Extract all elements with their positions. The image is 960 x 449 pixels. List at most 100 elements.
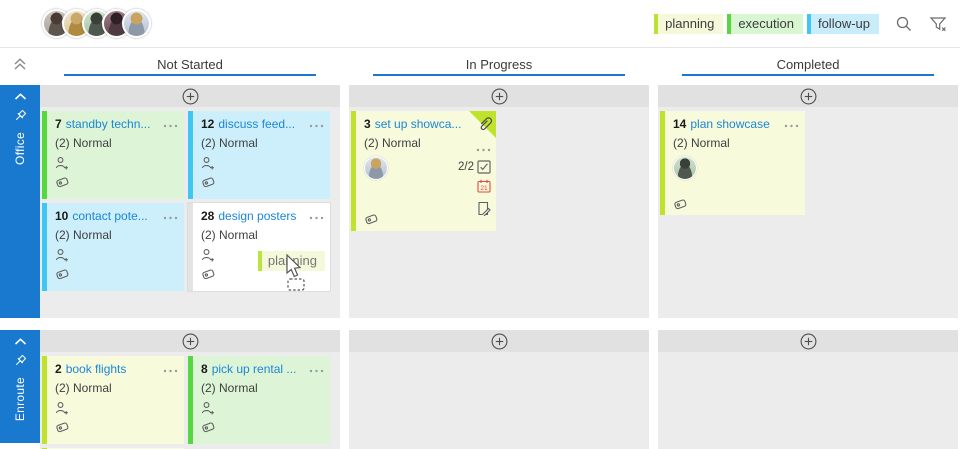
note-icon[interactable] (477, 201, 491, 219)
assign-user-icon[interactable] (201, 248, 324, 262)
card-meta: (2) Normal (201, 381, 258, 395)
card-title-link[interactable]: book flights (65, 362, 127, 376)
checkbox-checked-icon (477, 160, 491, 174)
filter-tag-planning[interactable]: planning (654, 13, 724, 34)
ellipsis-menu-icon[interactable] (476, 141, 491, 155)
add-card-bar[interactable] (658, 85, 958, 107)
double-chevron-up-icon (14, 58, 26, 70)
calendar-icon[interactable]: 21 (477, 179, 491, 196)
clear-filter-icon[interactable] (929, 15, 948, 33)
card-title-link[interactable]: design posters (218, 209, 297, 223)
swimlane-office-rail[interactable]: Office (0, 85, 40, 318)
user-avatar-5[interactable] (122, 9, 151, 38)
card-plan[interactable]: 14 plan showcase (2) Normal (660, 111, 805, 215)
card-id: 7 (55, 117, 62, 131)
office-in-progress-column: 3 set up showca... (2) Normal 2/2 (349, 85, 649, 318)
swimlane-enroute-rail[interactable]: Enroute (0, 330, 40, 443)
card-meta: (2) Normal (55, 228, 112, 242)
card-setup[interactable]: 3 set up showca... (2) Normal 2/2 (351, 111, 496, 231)
add-icon (491, 88, 507, 104)
card-meta: (2) Normal (201, 228, 258, 242)
enroute-in-progress-column (349, 330, 649, 449)
card-title-link[interactable]: set up showca... (374, 117, 462, 131)
assignee-avatar (364, 156, 388, 180)
tag-icon[interactable] (201, 421, 324, 433)
tag-icon[interactable] (55, 268, 178, 280)
tag-icon[interactable] (364, 213, 379, 225)
card-title-link[interactable]: standby techn... (65, 117, 151, 131)
add-icon (491, 333, 507, 349)
chevron-up-icon (14, 338, 26, 345)
ellipsis-menu-icon[interactable] (159, 362, 178, 376)
card-list: 7 standby techn... (2) Normal (40, 107, 340, 318)
collapse-all-control[interactable] (0, 48, 40, 85)
assignee-avatar (673, 156, 697, 180)
chevron-up-icon (14, 93, 26, 100)
enroute-completed-column (658, 330, 958, 449)
add-card-bar[interactable] (40, 85, 340, 107)
card-title-link[interactable]: discuss feed... (218, 117, 296, 131)
card-indicator-column: 2/2 21 (458, 141, 491, 219)
card-title-link[interactable]: pick up rental ... (211, 362, 297, 376)
column-title-not-started: Not Started (40, 48, 340, 85)
ellipsis-menu-icon[interactable] (780, 117, 799, 131)
checklist-indicator[interactable]: 2/2 (458, 160, 491, 174)
assign-user-icon[interactable] (201, 401, 324, 415)
team-avatars (42, 9, 151, 38)
card-contact[interactable]: 10 contact pote... (2) Normal (42, 203, 184, 291)
pin-icon (15, 109, 27, 121)
tag-icon[interactable] (201, 268, 324, 280)
column-title-label: In Progress (465, 57, 533, 72)
ellipsis-menu-icon[interactable] (305, 362, 324, 376)
checklist-count: 2/2 (458, 161, 474, 173)
ellipsis-menu-icon[interactable] (159, 209, 178, 223)
card-standby[interactable]: 7 standby techn... (2) Normal (42, 111, 184, 199)
card-rental[interactable]: 8 pick up rental ... (2) Normal (188, 356, 330, 444)
assign-user-icon[interactable] (55, 156, 178, 170)
add-card-bar[interactable] (349, 85, 649, 107)
tag-icon[interactable] (55, 176, 178, 188)
card-title-link[interactable]: plan showcase (690, 117, 770, 131)
ellipsis-menu-icon[interactable] (305, 117, 324, 131)
column-header-row: Not Started In Progress Completed (0, 48, 960, 85)
tag-icon[interactable] (55, 421, 178, 433)
card-list (349, 352, 649, 449)
swimlane-office-columns: 7 standby techn... (2) Normal (40, 85, 958, 318)
assign-user-icon[interactable] (55, 248, 178, 262)
add-card-bar[interactable] (349, 330, 649, 352)
card-meta: (2) Normal (55, 381, 112, 395)
add-card-bar[interactable] (40, 330, 340, 352)
filter-tag-follow-up[interactable]: follow-up (806, 13, 879, 34)
column-title-label: Completed (776, 57, 840, 72)
search-icon[interactable] (895, 15, 913, 33)
card-id: 2 (55, 362, 62, 376)
dragged-tag-planning[interactable]: planning (257, 251, 325, 271)
add-icon (182, 333, 198, 349)
card-id: 12 (201, 117, 215, 131)
topbar-filters: planning execution follow-up (650, 13, 948, 34)
calendar-day-label: 21 (480, 185, 488, 192)
paperclip-icon[interactable] (477, 114, 494, 135)
filter-tag-execution[interactable]: execution (727, 13, 803, 34)
card-design[interactable]: 28 design posters (2) Normal (187, 202, 331, 292)
assign-user-icon[interactable] (55, 401, 178, 415)
card-id: 10 (55, 209, 69, 223)
swimlane-enroute: Enroute 2 book flights (0, 330, 960, 449)
assign-user-icon[interactable] (201, 156, 324, 170)
card-list (658, 352, 958, 449)
attachment-corner-fold (469, 111, 496, 138)
tag-icon[interactable] (201, 176, 324, 188)
column-title-label: Not Started (157, 57, 223, 72)
card-id: 3 (364, 117, 371, 131)
column-title-in-progress: In Progress (349, 48, 649, 85)
card-title-link[interactable]: contact pote... (72, 209, 148, 223)
ellipsis-menu-icon[interactable] (159, 117, 178, 131)
tag-icon[interactable] (673, 198, 799, 210)
add-icon (800, 88, 816, 104)
add-card-bar[interactable] (658, 330, 958, 352)
ellipsis-menu-icon[interactable] (305, 209, 324, 223)
card-discuss[interactable]: 12 discuss feed... (2) Normal (188, 111, 330, 199)
card-flights[interactable]: 2 book flights (2) Normal (42, 356, 184, 444)
pin-icon (15, 354, 27, 366)
